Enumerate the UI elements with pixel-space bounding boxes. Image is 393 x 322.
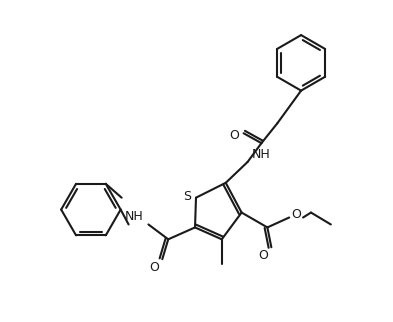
Text: O: O [259, 249, 268, 262]
Text: O: O [291, 208, 301, 221]
Text: S: S [183, 190, 191, 203]
Text: O: O [149, 260, 159, 274]
Text: NH: NH [125, 210, 144, 223]
Text: NH: NH [252, 147, 270, 161]
Text: O: O [230, 129, 240, 142]
